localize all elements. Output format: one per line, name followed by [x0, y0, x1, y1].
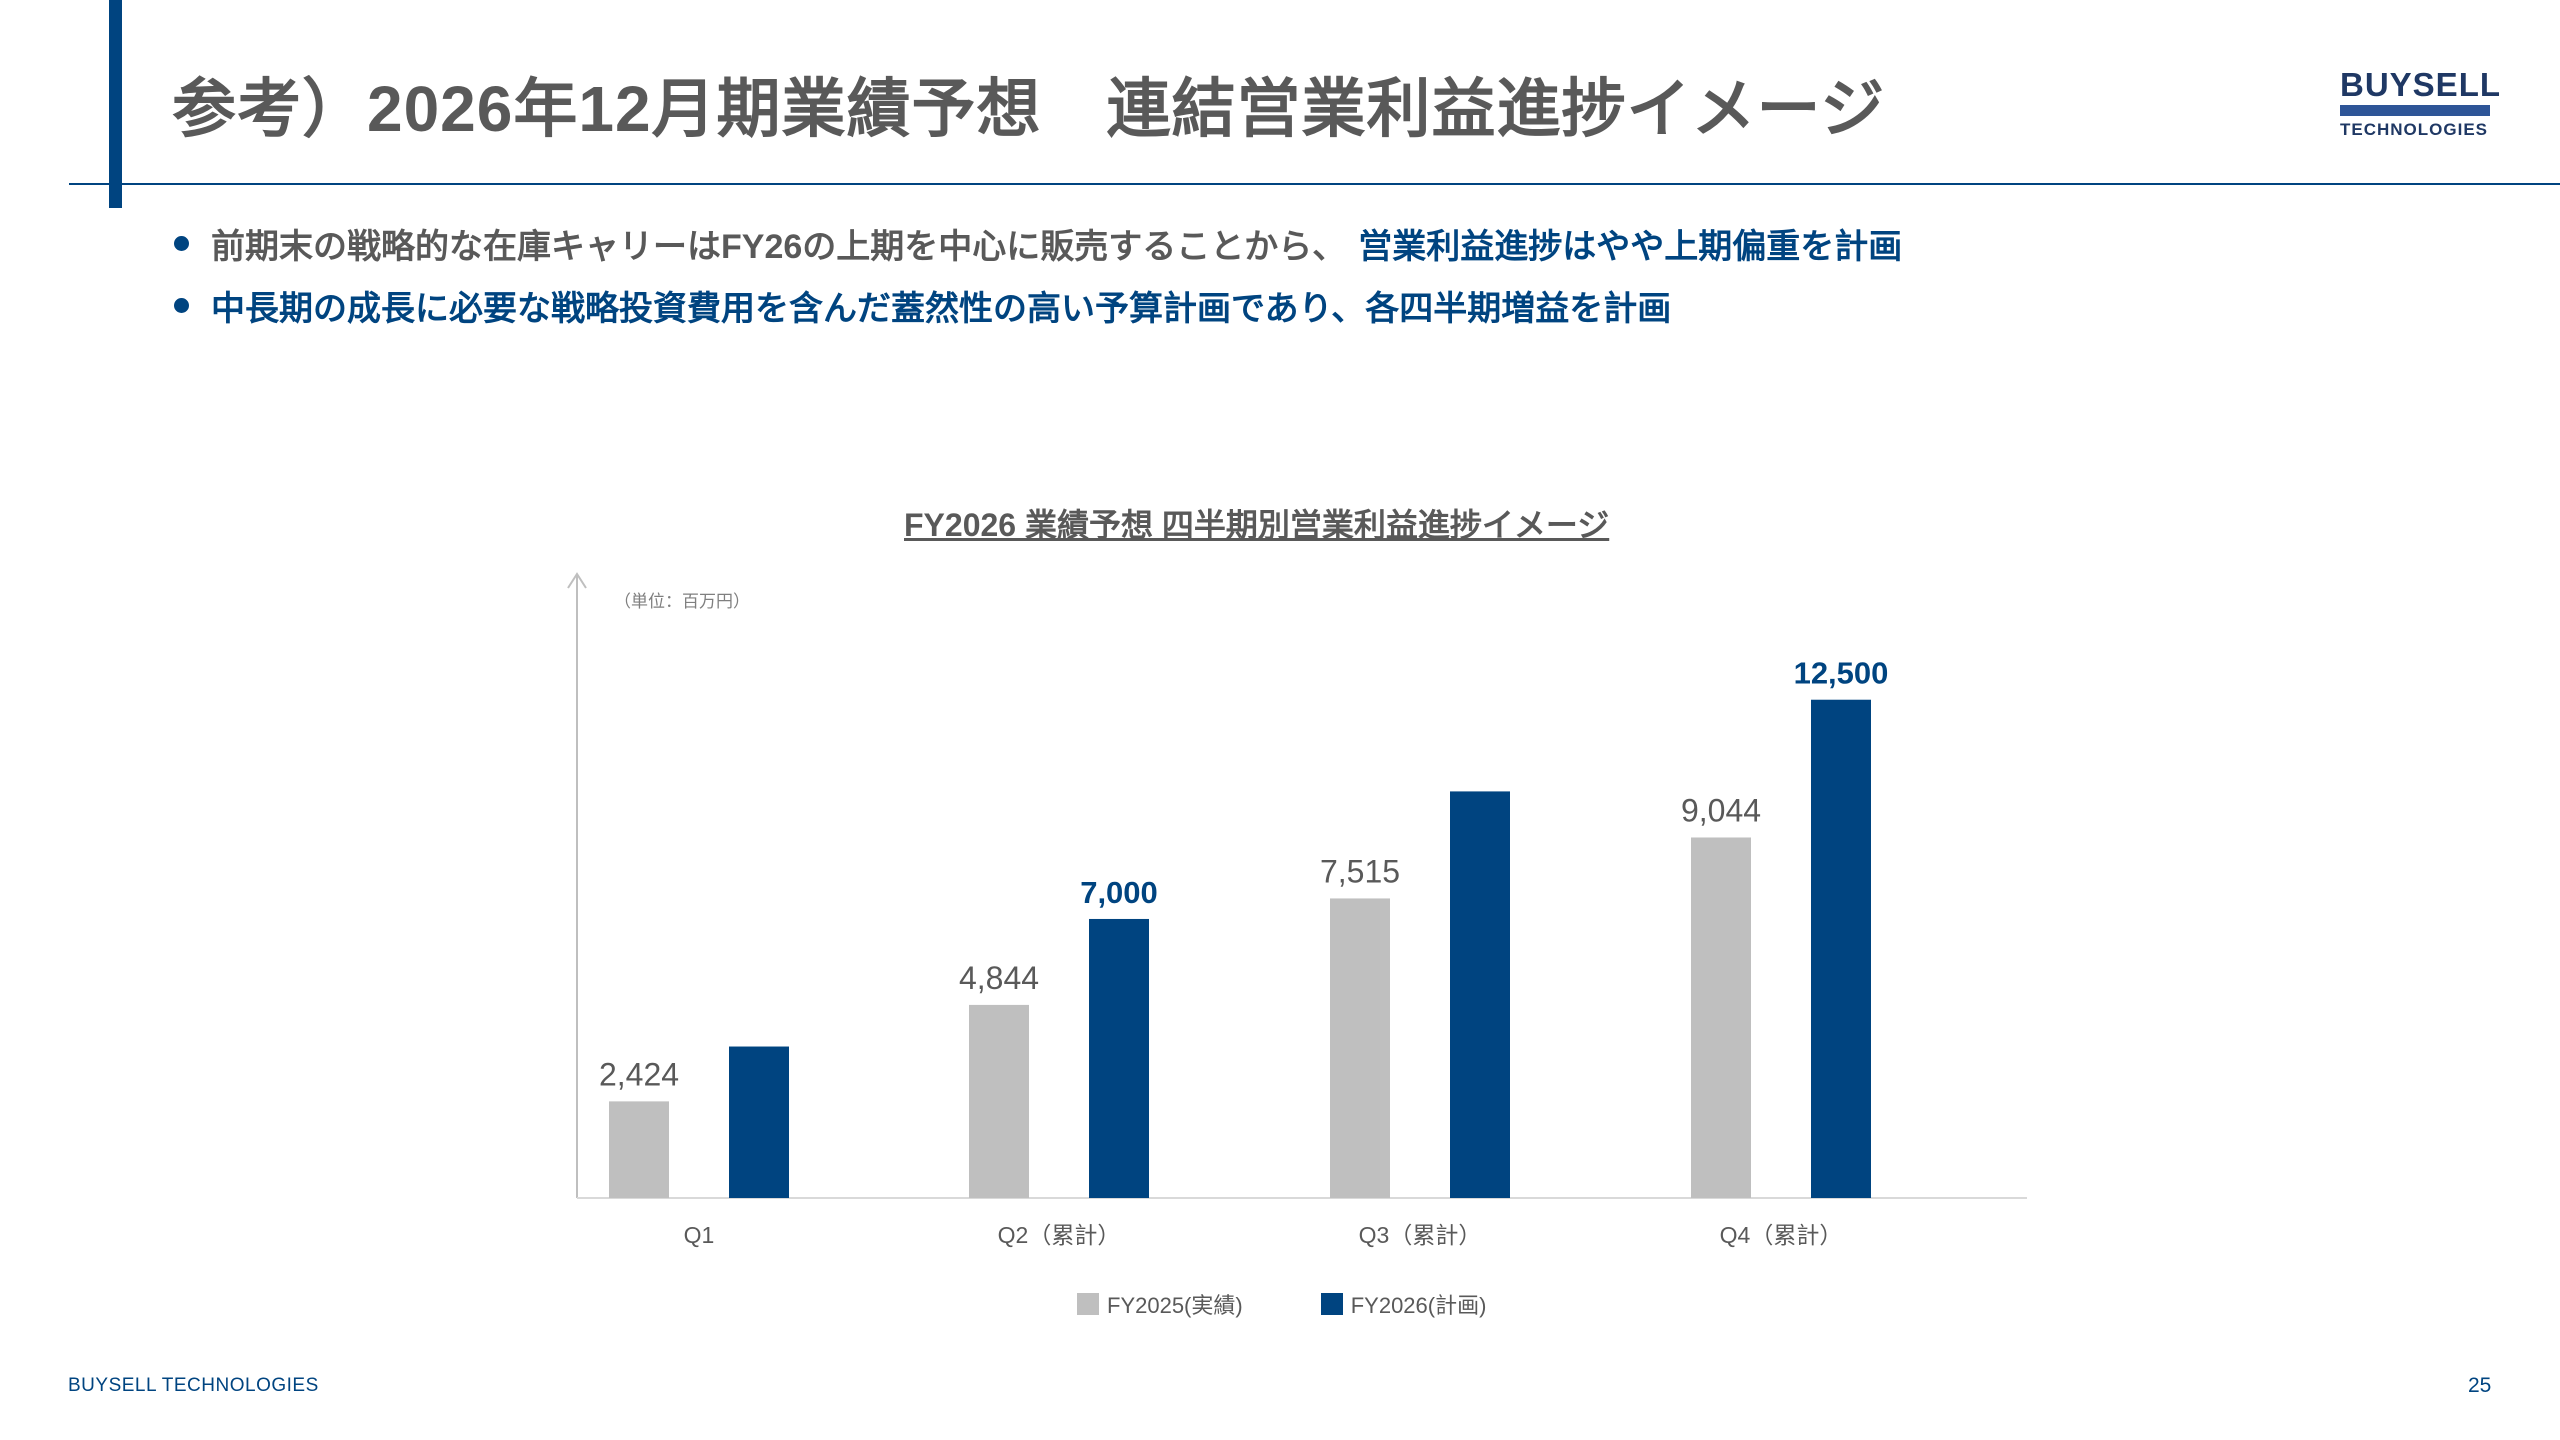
page-title: 参考）2026年12月期業績予想 連結営業利益進捗イメージ: [172, 73, 1886, 145]
bar-fy2025: [1330, 898, 1390, 1198]
legend-label: FY2026(計画): [1350, 1293, 1487, 1318]
bar-fy2026: [729, 1046, 789, 1198]
footer-company: BUYSELL TECHNOLOGIES: [68, 1375, 319, 1396]
data-label: 2,424: [599, 1056, 679, 1092]
data-label: 7,515: [1320, 853, 1400, 889]
page-number: 25: [2468, 1374, 2492, 1397]
chart-legend: FY2025(実績) FY2026(計画): [1077, 1288, 1564, 1320]
legend-item-fy2025: FY2025(実績): [1077, 1288, 1243, 1320]
legend-swatch: [1320, 1293, 1343, 1315]
legend-label: FY2025(実績): [1107, 1293, 1243, 1318]
legend-swatch: [1077, 1293, 1099, 1315]
bullet-dot-icon: [174, 297, 189, 313]
legend-item-fy2026: FY2026(計画): [1320, 1288, 1487, 1320]
chart-unit-label: （単位：百万円）: [614, 592, 750, 611]
bar-fy2026: [1450, 791, 1510, 1198]
bullet-highlight: 営業利益進捗はやや上期偏重を計画: [1358, 227, 1903, 266]
company-logo: BUYSELL TECHNOLOGIES: [2340, 66, 2502, 140]
bullet-list: 前期末の戦略的な在庫キャリーはFY26の上期を中心に販売することから、 営業利益…: [172, 212, 1902, 336]
bar-fy2026: [1089, 918, 1149, 1198]
bullet-dot-icon: [174, 235, 189, 251]
x-tick-label: Q2（累計）: [998, 1222, 1121, 1248]
logo-wordmark-top: BUYSELL: [2340, 66, 2502, 103]
bar-fy2025: [969, 1004, 1029, 1198]
bullet-highlight: 中長期の成長に必要な戦略投資費用を含んだ蓋然性の高い予算計画であり、各四半期増益…: [211, 289, 1672, 328]
bullet-text: 前期末の戦略的な在庫キャリーはFY26の上期を中心に販売することから、: [211, 227, 1347, 266]
data-label: 9,044: [1681, 792, 1761, 828]
y-axis-arrow-icon: [567, 572, 587, 589]
data-label: 7,000: [1080, 875, 1158, 910]
header-divider: [69, 183, 2560, 185]
data-label: 4,844: [959, 960, 1039, 996]
data-label: 12,500: [1794, 656, 1889, 691]
x-tick-label: Q3（累計）: [1359, 1222, 1482, 1248]
x-tick-label: Q1: [684, 1222, 715, 1248]
logo-bar: [2340, 105, 2490, 116]
bar-fy2026: [1811, 699, 1871, 1198]
bullet-item: 中長期の成長に必要な戦略投資費用を含んだ蓋然性の高い予算計画であり、各四半期増益…: [172, 274, 1902, 336]
logo-wordmark-bottom: TECHNOLOGIES: [2340, 120, 2489, 139]
bar-fy2025: [609, 1101, 669, 1198]
x-tick-label: Q4（累計）: [1720, 1222, 1843, 1248]
bar-fy2025: [1691, 837, 1751, 1198]
chart-title: FY2026 業績予想 四半期別営業利益進捗イメージ: [904, 507, 1610, 543]
title-accent-bar: [109, 0, 122, 208]
bullet-item: 前期末の戦略的な在庫キャリーはFY26の上期を中心に販売することから、 営業利益…: [172, 212, 1902, 274]
